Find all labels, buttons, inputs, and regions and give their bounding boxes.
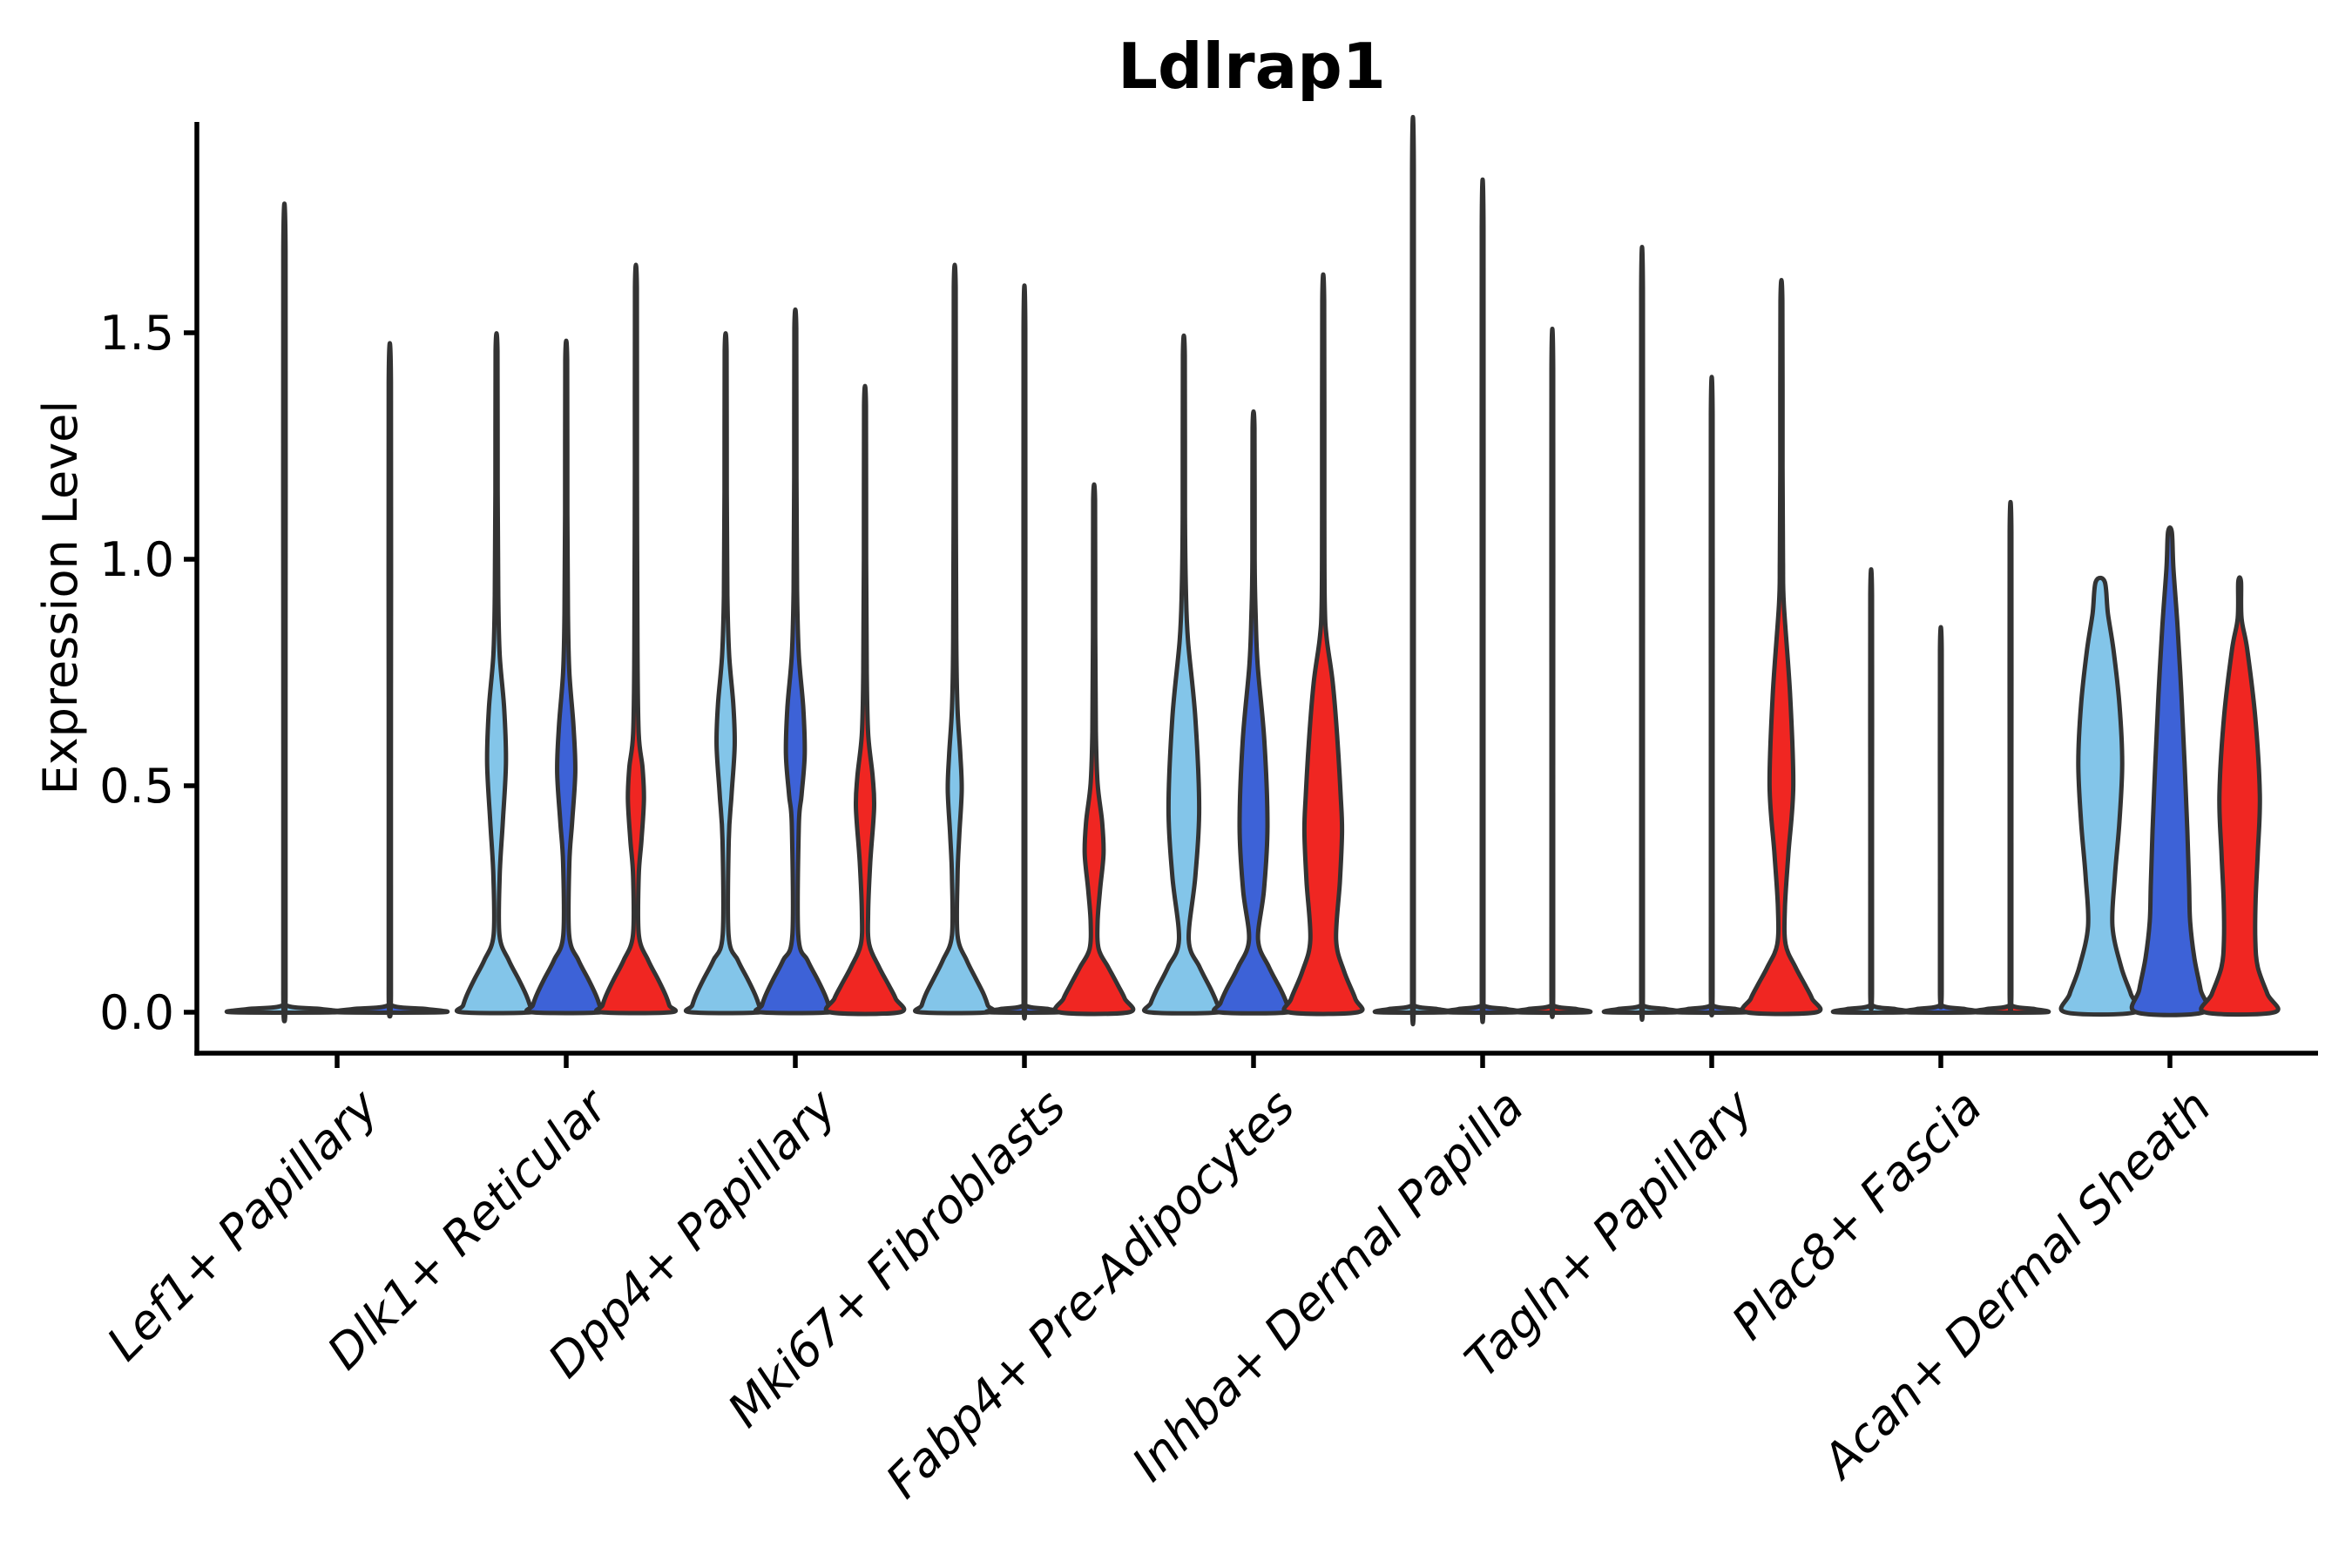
violin-mki67-split1 bbox=[913, 262, 997, 1016]
violin-dpp4-split3 bbox=[823, 383, 907, 1017]
violin-fabp4-split3 bbox=[1281, 272, 1365, 1017]
violin-plac8-split1 bbox=[1830, 567, 1912, 1015]
violin-plac8-split2 bbox=[1900, 625, 1982, 1015]
violin-tagln-split1 bbox=[1601, 245, 1683, 1022]
violin-dlk1-split3 bbox=[593, 262, 679, 1016]
y-axis-label: Expression Level bbox=[33, 401, 88, 795]
violin-layer bbox=[224, 115, 2281, 1027]
violin-dlk1-split2 bbox=[524, 338, 609, 1016]
violin-acan-split3 bbox=[2199, 575, 2281, 1017]
violin-dpp4-split2 bbox=[753, 307, 838, 1016]
violin-acan-split2 bbox=[2129, 525, 2211, 1017]
violin-dpp4-split1 bbox=[683, 331, 768, 1016]
y-tick-label: 1.0 bbox=[99, 532, 174, 587]
violin-mki67-split2 bbox=[983, 283, 1065, 1021]
violin-inhba-split2 bbox=[1442, 177, 1524, 1024]
y-tick-label: 0.0 bbox=[99, 985, 174, 1040]
violin-lef1-split2 bbox=[329, 341, 450, 1019]
violin-acan-split1 bbox=[2058, 575, 2142, 1017]
violin-tagln-split3 bbox=[1740, 278, 1823, 1017]
violin-inhba-split3 bbox=[1511, 326, 1593, 1019]
violin-mki67-split3 bbox=[1052, 482, 1136, 1017]
x-tick-label: Acan+ Dermal Sheath bbox=[1810, 1079, 2221, 1490]
y-tick-label: 0.5 bbox=[99, 759, 174, 814]
x-tick-label: Inhba+ Dermal Papilla bbox=[1121, 1079, 1534, 1492]
page-title: Ldlrap1 bbox=[1118, 30, 1386, 103]
violin-fabp4-split1 bbox=[1142, 333, 1226, 1016]
violin-inhba-split1 bbox=[1372, 115, 1454, 1027]
x-tick-label: Fabp4+ Pre-Adipocytes bbox=[875, 1079, 1305, 1509]
violin-plac8-split3 bbox=[1970, 499, 2051, 1015]
violin-tagln-split2 bbox=[1671, 375, 1753, 1017]
y-tick-label: 1.5 bbox=[99, 306, 174, 361]
violin-lef1-split1 bbox=[224, 201, 345, 1024]
violin-fabp4-split2 bbox=[1212, 409, 1295, 1016]
violin-dlk1-split1 bbox=[454, 331, 539, 1016]
